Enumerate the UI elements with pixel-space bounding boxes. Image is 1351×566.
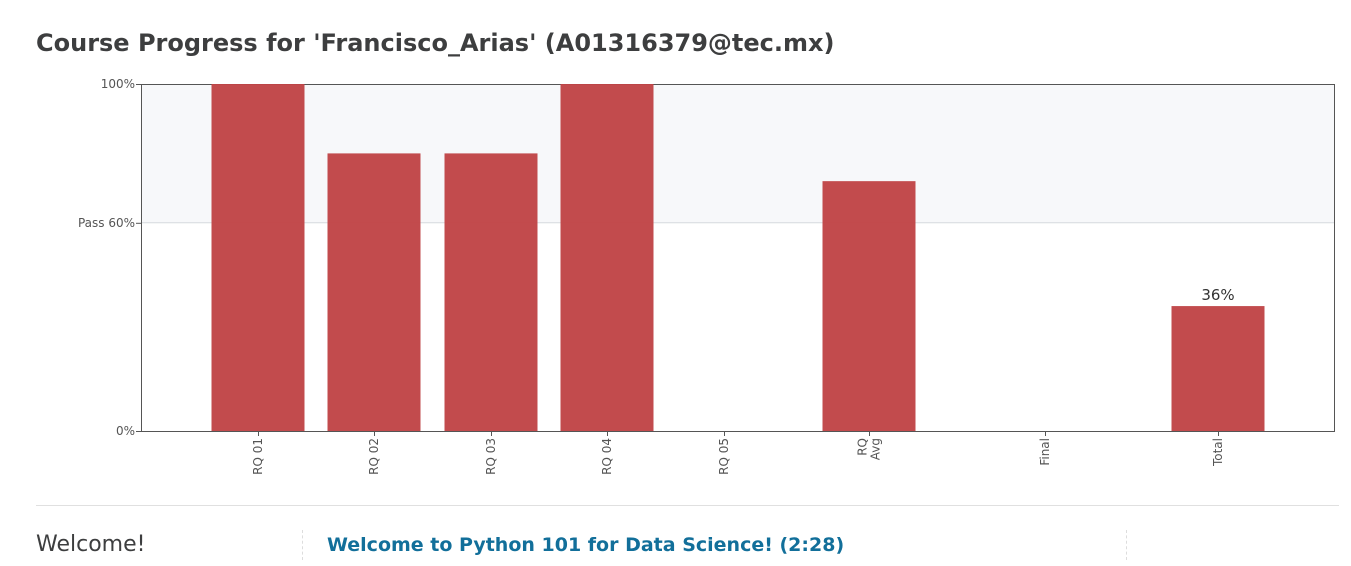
bar [822,181,916,431]
lesson-link[interactable]: Welcome to Python 101 for Data Science! … [327,534,845,556]
bar [211,84,305,431]
data-label: 36% [1201,286,1234,304]
bar [1171,306,1265,431]
x-tick-label: RQ 01 [251,438,265,475]
y-tick-label: Pass 60% [78,216,135,230]
y-tick-label: 0% [116,424,135,438]
x-tick-label-line: RQ 03 [484,438,498,475]
x-tick-label: RQ Avg [856,438,883,460]
column-separator [302,530,303,560]
x-tick-label: Final [1038,438,1052,466]
pass-band [141,84,1335,223]
section-divider [36,505,1339,506]
x-tick-label-line: RQ [856,438,870,456]
x-tick-label: RQ 04 [600,438,614,475]
plot-frame [141,84,1335,432]
x-tick-label-line: Final [1038,438,1052,466]
x-tick-label-line: RQ 04 [600,438,614,475]
x-tick-label-line: RQ 02 [367,438,381,475]
column-separator [1126,530,1127,560]
bar [444,153,538,431]
page-title: Course Progress for 'Francisco_Arias' (A… [36,29,835,57]
section-title: Welcome! [36,532,146,557]
x-tick-label: RQ 02 [367,438,381,475]
x-tick-label: RQ 05 [717,438,731,475]
y-tick-label: 100% [101,77,135,91]
x-tick-label: Total [1211,438,1225,467]
bar [560,84,654,431]
x-tick-label: RQ 03 [484,438,498,475]
x-tick-label-line: Total [1211,438,1225,467]
x-tick-label-line: Avg [869,438,883,460]
x-tick-label-line: RQ 01 [251,438,265,475]
course-progress-chart: 100% Pass 60% 0% RQ 01 RQ 02 RQ 03 RQ 04 RQ 05… [78,77,1335,475]
x-tick-label-line: RQ 05 [717,438,731,475]
bar [327,153,421,431]
